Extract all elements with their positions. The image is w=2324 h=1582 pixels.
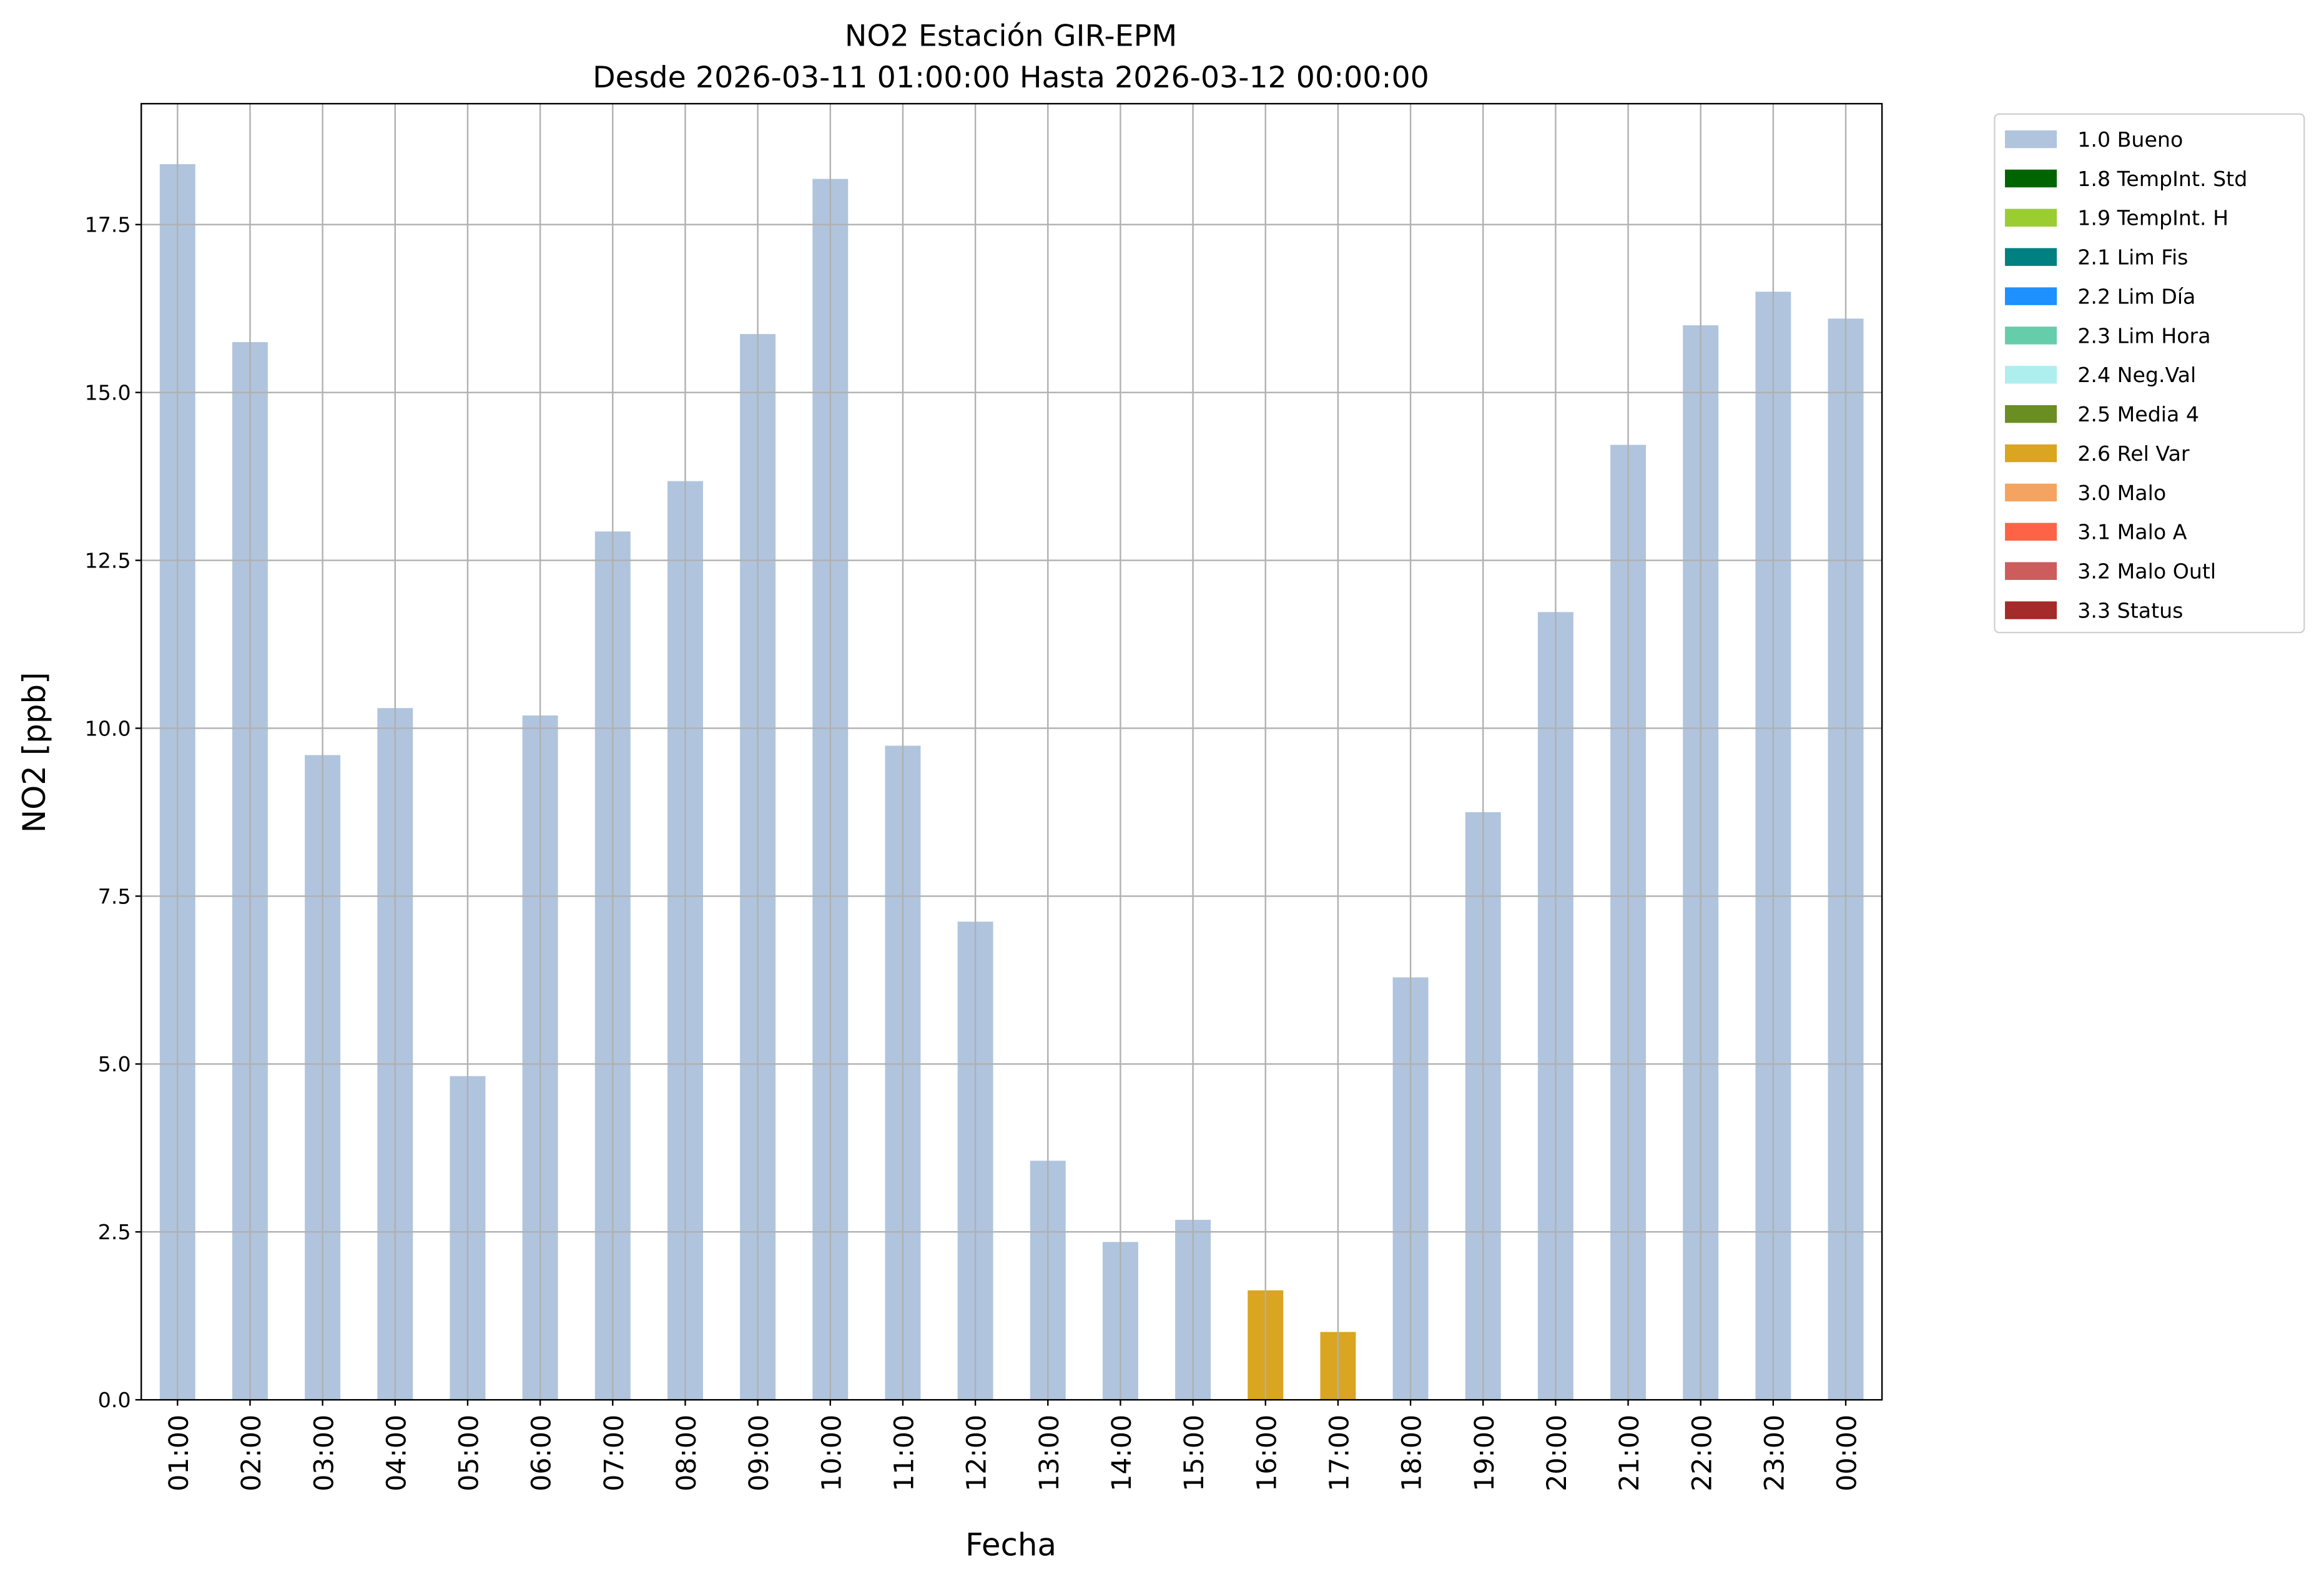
x-tick-label: 18:00 [1397,1415,1428,1491]
y-tick-label: 0.0 [98,1388,131,1412]
y-tick-label: 15.0 [85,380,131,405]
y-axis: 0.0 2.5 5.0 7.5 10.0 12.5 15.0 17.5 [85,213,142,1412]
x-tick-label: 21:00 [1614,1415,1645,1491]
x-tick-label: 07:00 [599,1415,630,1491]
x-tick-label: 08:00 [671,1415,702,1491]
legend-label: 2.3 Lim Hora [2077,323,2210,348]
x-axis-label: Fecha [965,1526,1056,1563]
plot-frame [140,102,1883,1401]
x-tick-label: 13:00 [1034,1415,1065,1491]
y-tick-label: 10.0 [85,716,131,740]
legend-swatch [2005,523,2057,541]
x-tick-label: 17:00 [1324,1415,1356,1491]
y-tick-label: 2.5 [98,1220,131,1244]
x-tick-label: 11:00 [889,1415,920,1491]
legend-label: 1.0 Bueno [2077,127,2183,152]
legend-swatch [2005,483,2057,502]
legend-swatch [2005,444,2057,463]
legend-label: 3.3 Status [2077,598,2183,622]
x-tick-label: 03:00 [308,1415,340,1491]
legend-frame [1994,113,2305,634]
legend-swatch [2005,366,2057,384]
legend-swatch [2005,169,2057,188]
x-tick-label: 10:00 [816,1415,847,1491]
x-tick-label: 02:00 [236,1415,267,1491]
x-tick-label: 04:00 [381,1415,412,1491]
x-tick-label: 15:00 [1179,1415,1210,1491]
legend-label: 1.9 TempInt. H [2077,206,2228,230]
y-tick-label: 5.0 [98,1052,131,1076]
legend-swatch [2005,130,2057,149]
x-tick-label: 19:00 [1469,1415,1500,1491]
y-tick-label: 17.5 [85,213,131,237]
legend-swatch [2005,248,2057,266]
x-tick-label: 09:00 [744,1415,775,1491]
legend-label: 2.4 Neg.Val [2077,363,2196,387]
legend-label: 3.0 Malo [2077,481,2166,505]
x-axis: 01:00 02:00 03:00 04:00 05:00 06:00 07:00 08:00… [164,1400,1863,1491]
x-tick-label: 23:00 [1759,1415,1790,1491]
x-tick-label: 20:00 [1542,1415,1573,1491]
legend-swatch [2005,405,2057,423]
bars [159,164,1864,1400]
legend: 1.0 Bueno 1.8 TempInt. Std 1.9 TempInt. H 2… [1994,113,2305,634]
x-tick-label: 22:00 [1686,1415,1718,1491]
legend-label: 2.5 Media 4 [2077,402,2199,426]
x-tick-label: 06:00 [526,1415,558,1491]
y-tick-label: 7.5 [98,884,131,908]
y-tick-label: 12.5 [85,548,131,572]
chart-subtitle: Desde 2026-03-11 01:00:00 Hasta 2026-03-… [593,61,1429,95]
legend-label: 2.1 Lim Fis [2077,245,2188,270]
x-tick-label: 05:00 [454,1415,485,1491]
legend-swatch [2005,601,2057,619]
y-axis-label: NO2 [ppb] [16,672,52,833]
chart-title: NO2 Estación GIR-EPM [845,19,1177,54]
legend-label: 3.2 Malo Outl [2077,559,2216,584]
legend-swatch [2005,562,2057,580]
x-tick-label: 16:00 [1251,1415,1283,1491]
x-tick-label: 00:00 [1832,1415,1863,1491]
legend-label: 2.2 Lim Día [2077,284,2195,308]
legend-swatch [2005,327,2057,345]
x-tick-label: 14:00 [1106,1415,1138,1491]
legend-label: 3.1 Malo A [2077,520,2187,544]
legend-label: 2.6 Rel Var [2077,441,2190,466]
legend-label: 1.8 TempInt. Std [2077,167,2247,191]
legend-swatch [2005,287,2057,305]
x-tick-label: 12:00 [962,1415,993,1491]
x-tick-label: 01:00 [164,1415,195,1491]
legend-swatch [2005,209,2057,227]
